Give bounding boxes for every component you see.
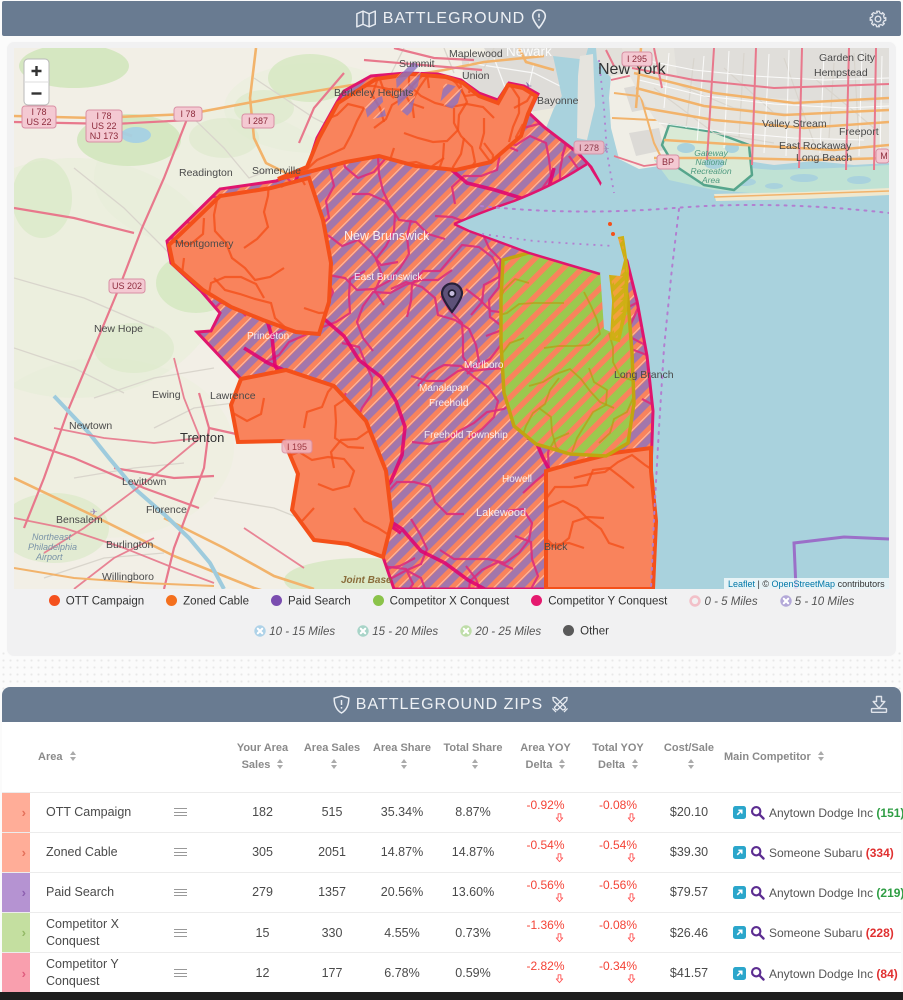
svg-text:Readington: Readington: [179, 167, 233, 179]
svg-text:I 78: I 78: [31, 107, 46, 117]
svg-text:US 22: US 22: [26, 117, 51, 127]
svg-text:Ewing: Ewing: [152, 389, 181, 401]
svg-text:US 22: US 22: [91, 121, 116, 131]
svg-text:I 295: I 295: [627, 54, 647, 64]
svg-text:Newtown: Newtown: [69, 420, 112, 432]
svg-text:Recreation: Recreation: [690, 166, 731, 176]
svg-text:New Hope: New Hope: [94, 323, 143, 335]
svg-text:✈: ✈: [90, 507, 98, 517]
svg-text:Levittown: Levittown: [122, 476, 167, 488]
svg-text:I 278: I 278: [579, 143, 599, 153]
svg-text:Area: Area: [701, 175, 720, 185]
svg-text:Long Beach: Long Beach: [796, 152, 852, 164]
svg-text:Montgomery: Montgomery: [175, 238, 234, 250]
svg-text:NJ 173: NJ 173: [90, 131, 119, 141]
svg-text:Howell: Howell: [502, 474, 532, 485]
svg-text:Bensalem: Bensalem: [56, 514, 103, 526]
svg-text:Trenton: Trenton: [180, 430, 224, 445]
svg-text:Freeport: Freeport: [839, 126, 879, 138]
svg-text:Philadelphia: Philadelphia: [28, 542, 77, 552]
svg-text:BP: BP: [662, 157, 674, 167]
svg-text:East Rockaway: East Rockaway: [779, 140, 852, 152]
svg-text:I 287: I 287: [248, 116, 268, 126]
svg-text:Berkeley Heights: Berkeley Heights: [334, 87, 413, 99]
svg-text:Lawrence: Lawrence: [210, 390, 256, 402]
svg-text:National: National: [695, 157, 727, 167]
svg-text:Garden City: Garden City: [819, 52, 876, 64]
svg-text:Bayonne: Bayonne: [537, 95, 579, 107]
svg-text:Valley Stream: Valley Stream: [762, 118, 827, 130]
svg-text:I 195: I 195: [287, 442, 307, 452]
svg-text:✈: ✈: [602, 144, 610, 154]
svg-text:Brick: Brick: [544, 541, 568, 553]
svg-text:Freehold Township: Freehold Township: [424, 430, 508, 441]
svg-text:Willingboro: Willingboro: [102, 571, 154, 583]
svg-text:Lakewood: Lakewood: [476, 507, 526, 519]
svg-text:Hempstead: Hempstead: [814, 67, 868, 79]
svg-text:Summit: Summit: [399, 58, 435, 70]
svg-text:Joint Base: Joint Base: [341, 575, 392, 586]
svg-text:Manalapan: Manalapan: [419, 383, 468, 394]
svg-text:Florence: Florence: [146, 504, 187, 516]
svg-text:US 202: US 202: [112, 281, 142, 291]
svg-text:Union: Union: [462, 70, 490, 82]
svg-text:Somerville: Somerville: [252, 165, 301, 177]
svg-text:I 78: I 78: [96, 111, 111, 121]
svg-text:Airport: Airport: [35, 552, 63, 562]
svg-text:East Brunswick: East Brunswick: [354, 272, 423, 283]
svg-text:Leaflet | © OpenStreetMap cont: Leaflet | © OpenStreetMap contributors: [728, 579, 885, 589]
svg-text:I 78: I 78: [180, 109, 195, 119]
svg-text:Burlington: Burlington: [106, 539, 153, 551]
svg-text:Northeast: Northeast: [32, 532, 72, 542]
svg-text:Marlboro: Marlboro: [464, 360, 504, 371]
svg-text:Freehold: Freehold: [429, 398, 468, 409]
svg-text:Maplewood: Maplewood: [449, 48, 503, 60]
svg-text:Long Branch: Long Branch: [614, 369, 674, 381]
svg-text:New Brunswick: New Brunswick: [344, 229, 430, 243]
svg-text:Gateway: Gateway: [694, 148, 728, 158]
svg-text:Princeton: Princeton: [247, 331, 289, 342]
svg-text:Newark: Newark: [506, 48, 552, 59]
svg-text:M: M: [880, 151, 888, 161]
